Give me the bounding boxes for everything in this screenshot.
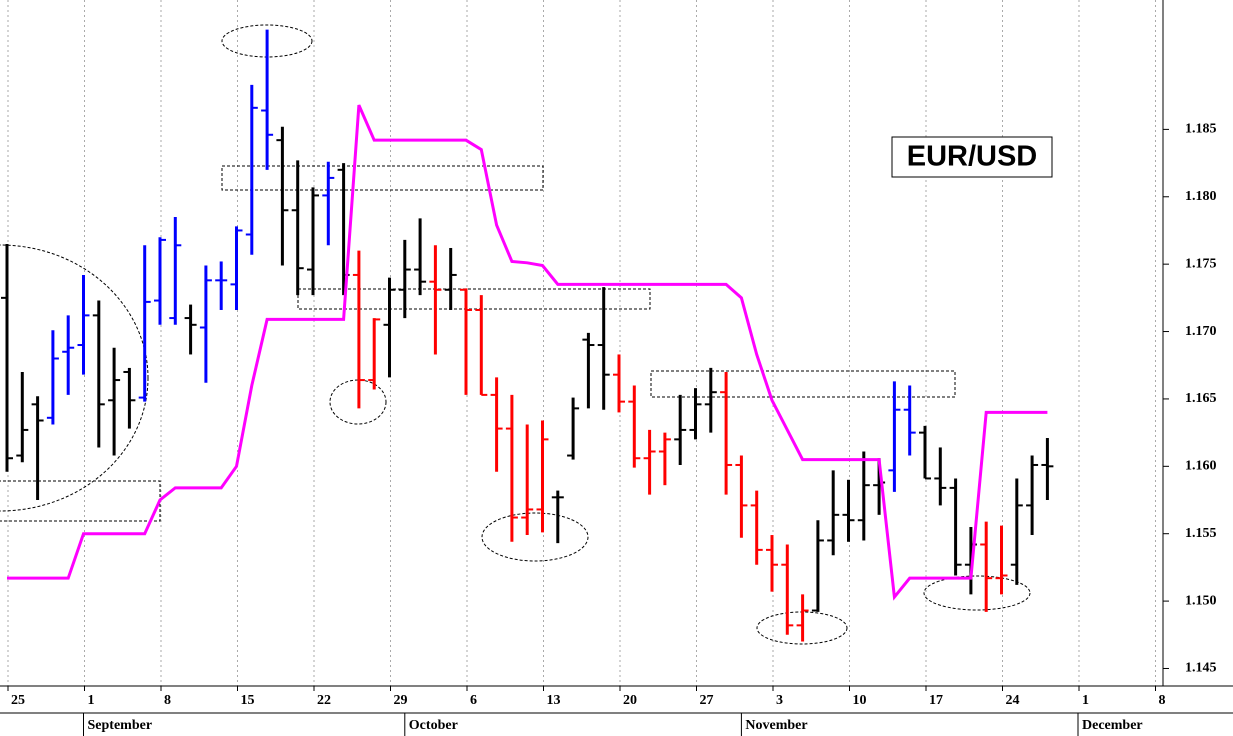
x-tick-label: 25 [11,693,25,708]
x-tick-label: 1 [1082,693,1089,708]
annotation-ellipse [481,512,589,562]
chart-title: EUR/USD [907,141,1038,173]
x-tick-label: 22 [317,693,331,708]
x-tick-label: 24 [1006,693,1020,708]
month-label: October [409,718,458,733]
x-tick-label: 1 [88,693,95,708]
annotation-ellipse [0,244,149,512]
x-tick-label: 10 [853,693,867,708]
y-tick-label: 1.170 [1185,324,1217,339]
annotation-box [650,370,956,398]
x-tick-label: 20 [623,693,637,708]
y-tick-label: 1.145 [1185,661,1217,676]
y-tick-label: 1.160 [1185,459,1217,474]
y-tick-label: 1.150 [1185,593,1217,608]
month-label: December [1082,718,1143,733]
annotation-ellipse [923,575,1031,611]
x-tick-label: 15 [241,693,255,708]
x-tick-label: 29 [394,693,408,708]
y-tick-label: 1.185 [1185,122,1217,137]
x-tick-label: 17 [929,693,943,708]
month-label: November [745,718,807,733]
y-tick-label: 1.175 [1185,256,1217,271]
stop-line [7,104,1048,601]
annotation-box [221,165,544,191]
x-tick-label: 3 [776,693,783,708]
x-tick-label: 6 [470,693,477,708]
y-tick-label: 1.180 [1185,189,1217,204]
x-tick-label: 8 [1159,693,1166,708]
y-tick-label: 1.155 [1185,526,1217,541]
annotation-box [297,288,651,310]
title-box [891,136,1053,178]
plot [1,29,1054,642]
x-tick-label: 27 [700,693,714,708]
x-tick-label: 13 [547,693,561,708]
y-tick-label: 1.165 [1185,391,1217,406]
month-label: September [88,718,153,733]
x-tick-label: 8 [164,693,171,708]
